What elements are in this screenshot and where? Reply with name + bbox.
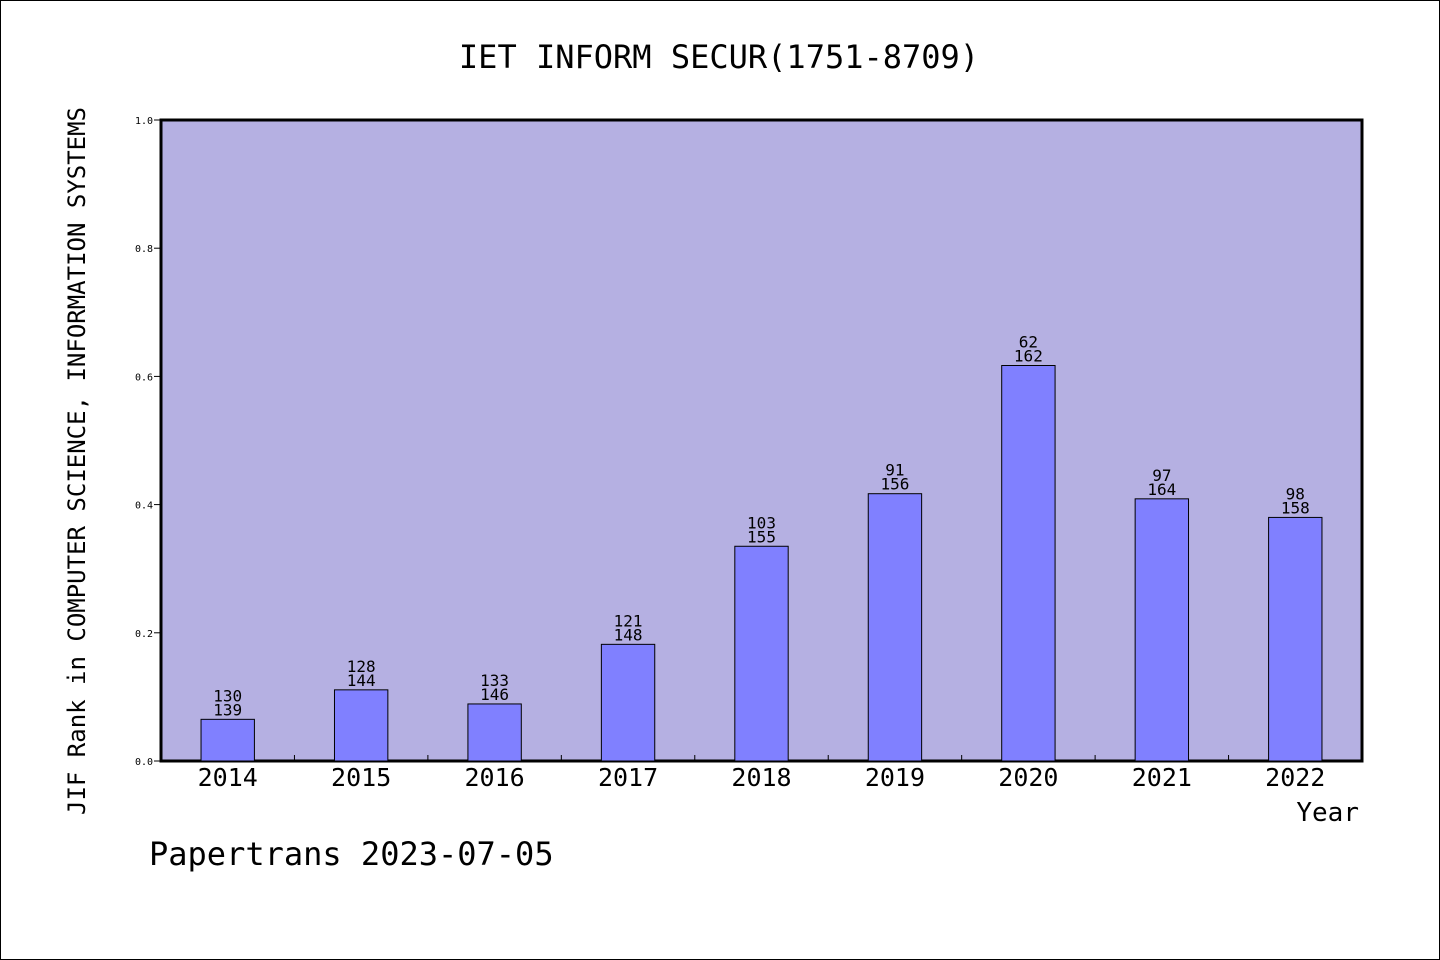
total-label: 144	[347, 671, 376, 690]
rank-label: 98	[1286, 484, 1305, 503]
y-tick-label: 1.0	[135, 116, 153, 127]
total-label: 164	[1147, 480, 1176, 499]
y-tick-label: 0.2	[135, 629, 153, 640]
bar-2014	[200, 718, 255, 762]
x-tick-label: 2017	[598, 763, 658, 792]
rank-label: 133	[480, 671, 509, 690]
total-label: 158	[1281, 498, 1310, 517]
rank-label: 103	[747, 513, 776, 532]
total-label: 146	[480, 685, 509, 704]
bar-2020	[1001, 365, 1056, 762]
total-label: 148	[614, 625, 643, 644]
rank-label: 97	[1152, 466, 1171, 485]
total-label: 156	[880, 475, 909, 494]
total-label: 155	[747, 527, 776, 546]
rank-label: 62	[1019, 333, 1038, 352]
total-label: 139	[213, 700, 242, 719]
chart-title: IET INFORM SECUR(1751-8709)	[459, 38, 979, 76]
x-tick-label: 2016	[465, 763, 525, 792]
x-axis-label: Year	[1296, 798, 1359, 828]
y-tick-label: 0.6	[135, 372, 153, 383]
bar-2016	[467, 703, 522, 762]
x-tick-label: 2020	[998, 763, 1058, 792]
bar-2021	[1134, 498, 1190, 762]
bar-2017	[600, 643, 656, 762]
bar-2018	[734, 545, 789, 762]
rank-label: 130	[213, 686, 242, 705]
x-axis: 2014 2015 2016 2017 2018 2019 2020 2021 2022	[198, 755, 1325, 792]
rank-label: 91	[885, 461, 904, 480]
x-tick-label: 2015	[331, 763, 391, 792]
y-tick-label: 0.0	[135, 757, 153, 768]
rank-label: 121	[614, 611, 643, 630]
x-tick-label: 2018	[731, 763, 791, 792]
x-tick-label: 2014	[198, 763, 258, 792]
x-tick-label: 2021	[1132, 763, 1192, 792]
y-axis: 0.0 0.2 0.4 0.6 0.8 1.0	[135, 116, 161, 768]
footer-credit: Papertrans 2023-07-05	[149, 835, 554, 873]
y-tick-label: 0.4	[135, 501, 153, 512]
x-tick-label: 2019	[865, 763, 925, 792]
bar-2015	[333, 689, 389, 762]
total-label: 162	[1014, 347, 1043, 366]
bar-2019	[867, 493, 923, 762]
bars-group	[200, 365, 1323, 762]
y-axis-label: JIF Rank in COMPUTER SCIENCE, INFORMATIO…	[63, 107, 91, 815]
y-tick-label: 0.8	[135, 244, 153, 255]
x-tick-label: 2022	[1265, 763, 1325, 792]
rank-label: 128	[347, 657, 376, 676]
bar-2022	[1268, 516, 1323, 762]
